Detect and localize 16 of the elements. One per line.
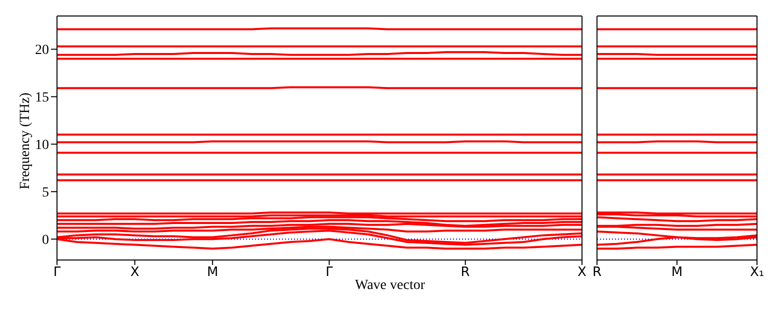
y-tick-label: 15	[35, 90, 49, 106]
x-tick-label: Γ	[326, 265, 334, 280]
x-tick-label: Γ	[53, 265, 62, 280]
x-tick-label: R	[460, 265, 470, 280]
x-tick-label: X	[130, 265, 140, 280]
x-tick-label: X₁	[750, 265, 764, 280]
x-tick-label: X	[578, 265, 587, 280]
x-tick-label: R	[592, 265, 602, 280]
y-tick-label: 10	[35, 138, 49, 154]
y-tick-label: 20	[35, 43, 49, 58]
y-tick-label: 0	[42, 233, 49, 248]
y-tick-label: 5	[42, 186, 49, 201]
x-tick-label: M	[206, 265, 218, 280]
x-tick-label: M	[671, 265, 683, 280]
x-axis-title: Wave vector	[355, 278, 425, 293]
y-axis-title: Frequency (THz)	[18, 92, 34, 192]
